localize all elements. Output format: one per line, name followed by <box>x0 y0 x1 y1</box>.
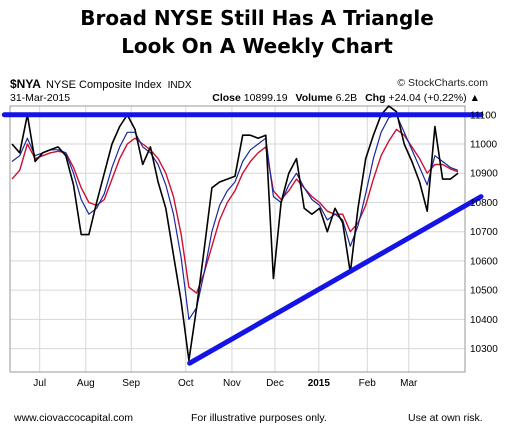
x-tick-label: 2015 <box>308 378 331 389</box>
x-tick-label: Dec <box>266 378 284 389</box>
chart-headline: Broad NYSE Still Has A Triangle Look On … <box>0 4 514 60</box>
index-name: NYSE Composite Index <box>45 79 162 91</box>
ticker-symbol: $NYA <box>10 77 41 91</box>
rising-support-trendline <box>187 194 484 366</box>
y-axis-ticks: 10300 10400 10500 10600 10700 10800 10900 11000… <box>470 110 498 355</box>
chg-value: +24.04 (+0.22%) <box>388 92 467 104</box>
price-line <box>11 105 459 362</box>
x-tick-label: Jul <box>33 378 46 389</box>
x-tick-label: Nov <box>223 378 241 389</box>
chart-header-row-1: $NYA NYSE Composite Index INDX © StockCh… <box>10 77 504 91</box>
y-tick-label: 10400 <box>470 315 498 326</box>
y-tick-label: 10600 <box>470 256 498 267</box>
stockcharts-brand: © StockCharts.com <box>397 77 488 89</box>
plot-frame <box>9 105 466 373</box>
quote-stats: Close 10899.19 Volume 6.2B Chg +24.04 (+… <box>212 92 480 104</box>
y-tick-label: 10300 <box>470 344 498 355</box>
y-tick-label: 11100 <box>470 110 497 121</box>
volume-value: 6.2B <box>335 92 358 104</box>
headline-line-1: Broad NYSE Still Has A Triangle <box>80 6 434 30</box>
footer-risk-note: Use at own risk. <box>408 412 483 424</box>
y-tick-label: 11000 <box>470 140 498 151</box>
chg-label: Chg <box>365 92 386 104</box>
footer-website: www.ciovaccocapital.com <box>14 412 134 424</box>
x-tick-label: Feb <box>359 378 377 389</box>
footer-disclaimer: For illustrative purposes only. <box>191 412 327 424</box>
moving-average-slow-line <box>11 128 459 294</box>
exchange-code: INDX <box>167 80 192 91</box>
y-tick-label: 10700 <box>470 227 498 238</box>
x-tick-label: Aug <box>77 378 95 389</box>
x-tick-label: Oct <box>178 378 194 389</box>
chart-trendlines <box>1 112 484 366</box>
headline-line-2: Look On A Weekly Chart <box>121 34 393 58</box>
quote-date: 31-Mar-2015 <box>10 92 71 104</box>
x-axis-ticks: Jul Aug Sep Oct Nov Dec 2015 Feb Mar <box>33 378 418 389</box>
up-arrow-icon: ▲ <box>469 92 480 104</box>
close-value: 10899.19 <box>243 92 288 104</box>
chart-grid <box>10 106 465 372</box>
y-tick-label: 10800 <box>470 198 498 209</box>
close-label: Close <box>212 92 241 104</box>
moving-average-fast-line <box>11 114 459 320</box>
volume-label: Volume <box>295 92 333 104</box>
chart-series <box>11 105 459 362</box>
x-tick-label: Sep <box>122 378 140 389</box>
y-tick-label: 10900 <box>470 169 498 180</box>
y-tick-label: 10500 <box>470 286 498 297</box>
x-tick-label: Mar <box>400 378 418 389</box>
